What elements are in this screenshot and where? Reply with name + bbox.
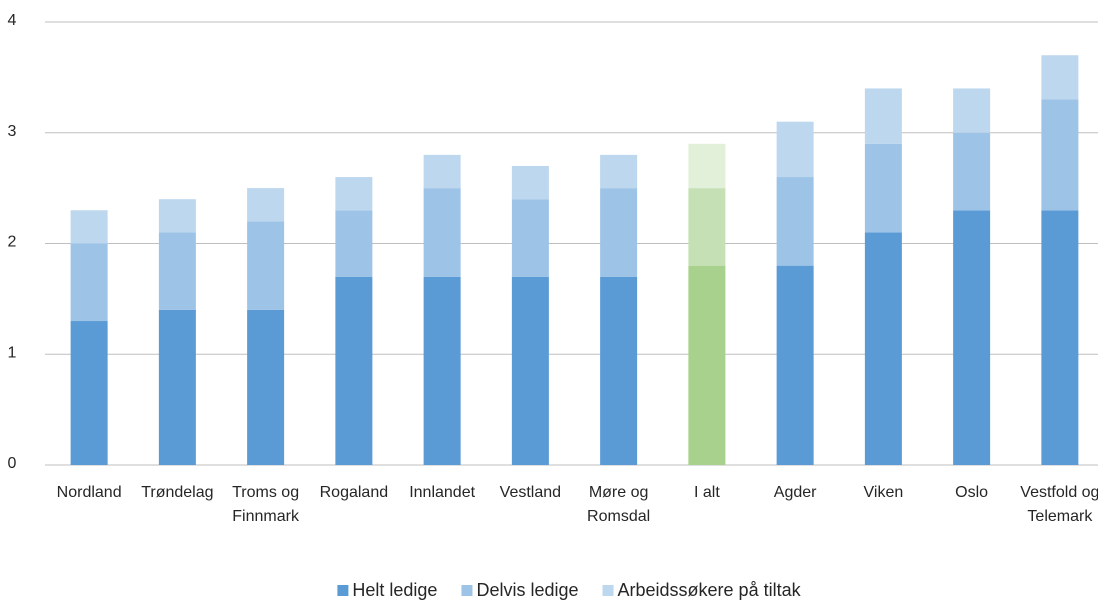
legend-swatch xyxy=(602,585,614,596)
x-tick-label-line: Vestland xyxy=(500,484,561,501)
bar-segment xyxy=(247,188,285,222)
bar-segment xyxy=(688,188,726,266)
bar-segment xyxy=(688,265,726,465)
legend-label: Arbeidssøkere på tiltak xyxy=(618,580,802,600)
bar-segment xyxy=(70,321,108,465)
bar-segment xyxy=(511,276,549,465)
x-tick-label-line: Møre og xyxy=(589,484,649,501)
x-tick-label-line: Rogaland xyxy=(320,484,389,501)
bar-segment xyxy=(423,276,461,465)
x-tick-label: Oslo xyxy=(955,484,988,501)
x-tick-label: Vestland xyxy=(500,484,561,501)
legend-label: Helt ledige xyxy=(352,580,437,600)
bar-segment xyxy=(953,132,991,211)
y-tick-label: 1 xyxy=(8,344,17,361)
x-tick-label: Møre og Romsdal xyxy=(587,484,650,525)
y-tick-label: 3 xyxy=(8,123,17,140)
x-tick-label-line: Innlandet xyxy=(409,484,475,501)
x-tick-label: Nordland xyxy=(57,484,122,501)
bar-segment xyxy=(1041,99,1079,211)
x-tick-label-line: Telemark xyxy=(1027,508,1093,525)
x-tick-label-line: Agder xyxy=(774,484,817,501)
x-tick-label: Trøndelag xyxy=(141,484,213,501)
bar-segment xyxy=(335,276,373,465)
y-tick-label: 2 xyxy=(8,234,17,251)
bar-segment xyxy=(158,199,196,233)
bar-segment xyxy=(953,210,991,465)
bar-segment xyxy=(600,276,638,465)
bar-segment xyxy=(864,88,902,144)
bar-segment xyxy=(864,232,902,465)
legend-label: Delvis ledige xyxy=(476,580,578,600)
bar-segment xyxy=(247,309,285,465)
bar-segment xyxy=(158,309,196,465)
legend-swatch xyxy=(461,585,473,596)
x-tick-label: Viken xyxy=(864,484,904,501)
x-tick-label: I alt xyxy=(694,484,720,501)
x-tick-label-line: Romsdal xyxy=(587,508,650,525)
y-tick-label: 4 xyxy=(8,12,17,29)
bar-segment xyxy=(776,121,814,178)
bar-segment xyxy=(1041,55,1079,100)
x-tick-label-line: Oslo xyxy=(955,484,988,501)
bar-segment xyxy=(511,199,549,277)
bar-segment xyxy=(423,154,461,189)
bar-segment xyxy=(953,88,991,133)
legend-swatch xyxy=(337,585,349,596)
x-tick-label: Innlandet xyxy=(409,484,475,501)
x-tick-label: Agder xyxy=(774,484,817,501)
bar-segment xyxy=(247,221,285,310)
bar-segment xyxy=(600,154,638,189)
x-tick-label-line: Nordland xyxy=(57,484,122,501)
x-tick-label-line: Vestfold og xyxy=(1020,484,1098,501)
bar-segment xyxy=(335,177,373,211)
bar-segment xyxy=(864,143,902,233)
bar-segment xyxy=(1041,210,1079,465)
bar-segment xyxy=(70,210,108,244)
y-tick-label: 0 xyxy=(8,455,17,472)
bar-segment xyxy=(776,177,814,266)
bar-segment xyxy=(776,265,814,465)
x-tick-label: Troms og Finnmark xyxy=(232,484,300,525)
x-tick-label-line: Viken xyxy=(864,484,904,501)
legend: Helt ledige Delvis ledige Arbeidssøkere på… xyxy=(337,580,802,600)
bar-segment xyxy=(423,188,461,277)
x-tick-label-line: Trøndelag xyxy=(141,484,213,501)
x-tick-label-line: I alt xyxy=(694,484,720,501)
bar-segment xyxy=(600,188,638,277)
bar-segment xyxy=(688,143,726,189)
x-tick-label: Vestfold og Telemark xyxy=(1020,484,1098,525)
bar-segment xyxy=(70,243,108,322)
bar-segment xyxy=(511,165,549,200)
bar-segment xyxy=(335,210,373,277)
bar-segment xyxy=(158,232,196,310)
x-tick-label-line: Finnmark xyxy=(232,508,300,525)
x-tick-label: Rogaland xyxy=(320,484,389,501)
x-tick-label-line: Troms og xyxy=(232,484,299,501)
